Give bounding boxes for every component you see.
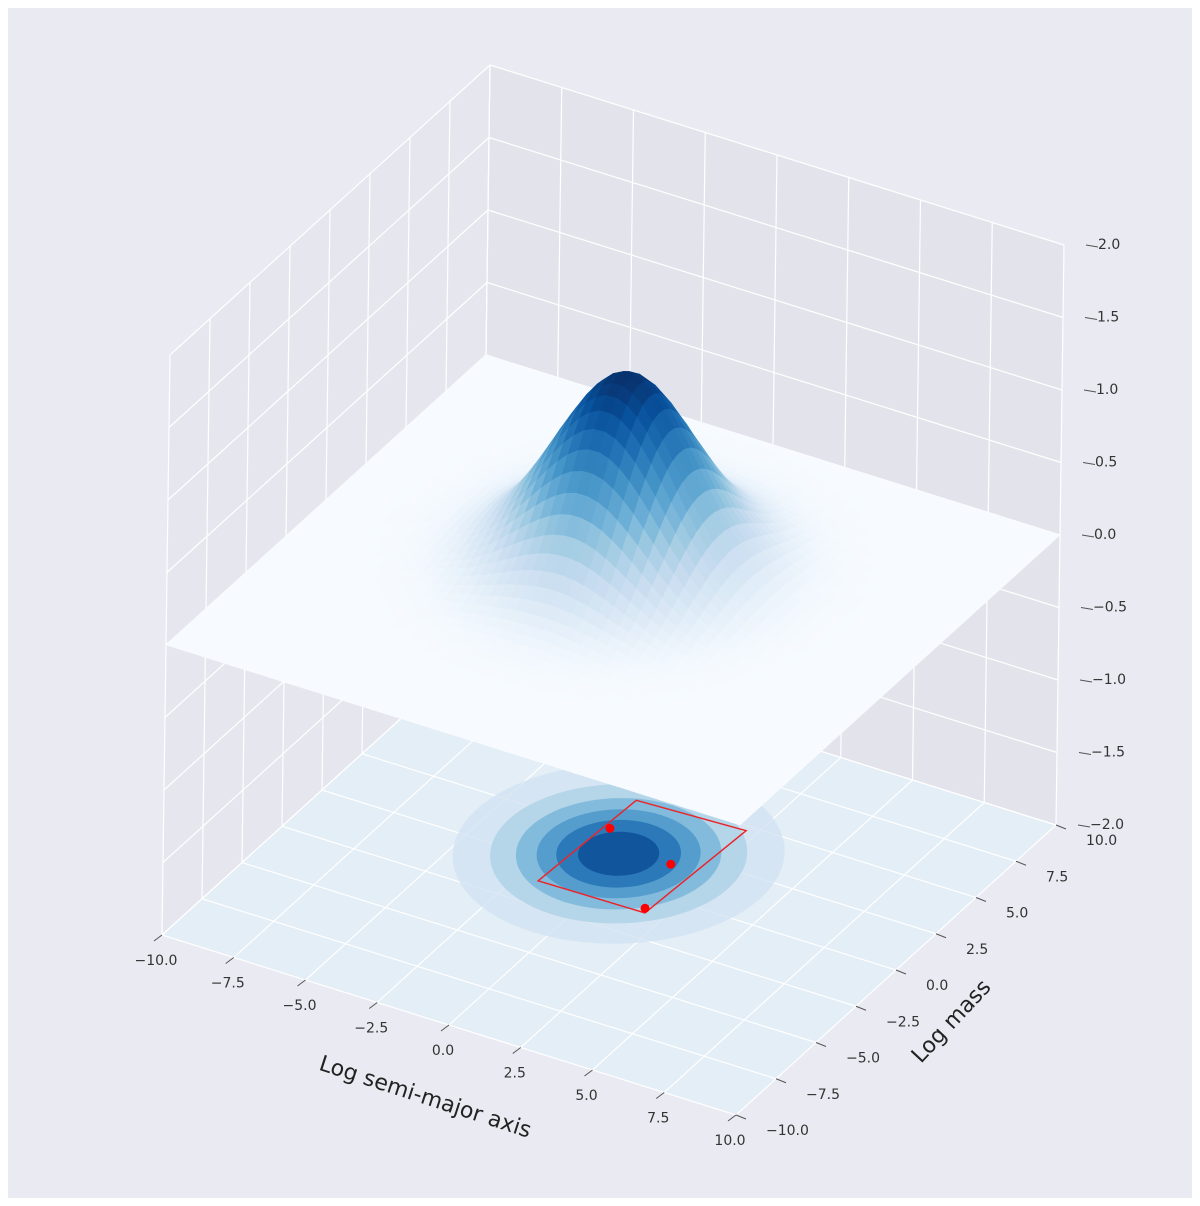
tick-mark (775, 1078, 787, 1084)
tick-mark (297, 979, 306, 987)
z-tick-label: −0.5 (1093, 600, 1127, 616)
grid-line (201, 898, 777, 1080)
y-tick-label: 7.5 (1046, 869, 1068, 885)
tick-mark (584, 1069, 593, 1077)
tick-mark (440, 1024, 450, 1032)
tick-mark (1077, 824, 1091, 828)
y-tick-label: −2.5 (886, 1014, 920, 1030)
z-tick-label: −1.5 (1091, 745, 1125, 761)
surface (165, 354, 1061, 826)
region (536, 799, 748, 914)
y-tick-label: −10.0 (766, 1123, 809, 1139)
tick-mark (1083, 389, 1097, 393)
tick-mark (975, 897, 987, 902)
tick-mark (727, 1114, 737, 1122)
point (640, 903, 650, 913)
grid-line (487, 209, 1063, 391)
tick-mark (855, 1005, 867, 1011)
tick-mark (368, 1002, 378, 1009)
grid-line (169, 64, 491, 356)
ticks: −10.0 −7.5 −5.0 −2.5 0.0 2.5 5.0 7.5 10.0 −10.0 −7… (135, 237, 1127, 1149)
y-tick-label: 10.0 (1086, 833, 1117, 849)
tick-mark (1082, 462, 1096, 465)
grid-line (167, 209, 489, 501)
tick-mark (1078, 752, 1092, 755)
grid-line (168, 137, 490, 428)
tick-mark (815, 1042, 827, 1047)
tick-mark (1055, 824, 1067, 830)
point (605, 823, 615, 833)
tick-mark (935, 933, 947, 939)
grid-line (489, 64, 1065, 246)
x-tick-label: 10.0 (714, 1133, 745, 1149)
z-tick-label: 0.5 (1095, 455, 1117, 471)
x-tick-label: −5.0 (283, 998, 317, 1014)
tick-mark (1079, 679, 1093, 683)
x-tick-label: 0.0 (432, 1043, 454, 1059)
grid-line (166, 282, 488, 573)
surface-cell (729, 816, 747, 826)
tick-mark (1081, 534, 1095, 538)
x-tick-label: 7.5 (647, 1111, 669, 1127)
y-tick-label: −5.0 (846, 1051, 880, 1067)
grid-line (486, 281, 1062, 464)
y-tick-label: −7.5 (806, 1087, 840, 1103)
tick-mark (895, 969, 907, 975)
tick-mark (1080, 607, 1094, 610)
tick-mark (153, 934, 163, 942)
tick-mark (735, 1114, 747, 1120)
x-tick-label: 5.0 (575, 1088, 597, 1104)
x-tick-label: −7.5 (211, 976, 245, 992)
point (666, 859, 676, 869)
z-tick-label: 2.0 (1098, 237, 1120, 253)
tick-mark (225, 957, 235, 964)
z-tick-label: −1.0 (1092, 672, 1126, 688)
grid-line (488, 136, 1064, 319)
overlay (536, 799, 748, 914)
z-tick-label: 0.0 (1094, 527, 1116, 543)
x-tick-label: −2.5 (354, 1021, 388, 1037)
tick-mark (1084, 317, 1098, 320)
contour-level (578, 831, 660, 876)
z-tick-label: 1.0 (1096, 382, 1118, 398)
z-tick-label: −2.0 (1090, 817, 1124, 833)
tick-mark (655, 1092, 665, 1099)
y-tick-label: 0.0 (926, 978, 948, 994)
grid-line (241, 861, 817, 1044)
tick-mark (512, 1047, 522, 1054)
z-tick-label: 1.5 (1097, 310, 1119, 326)
y-tick-label: 5.0 (1006, 906, 1028, 922)
x-tick-label: 2.5 (504, 1066, 526, 1082)
x-tick-label: −10.0 (135, 953, 178, 969)
floor-contours (452, 763, 785, 944)
tick-mark (1015, 860, 1027, 866)
tick-mark (1085, 244, 1099, 248)
y-tick-label: 2.5 (966, 942, 988, 958)
